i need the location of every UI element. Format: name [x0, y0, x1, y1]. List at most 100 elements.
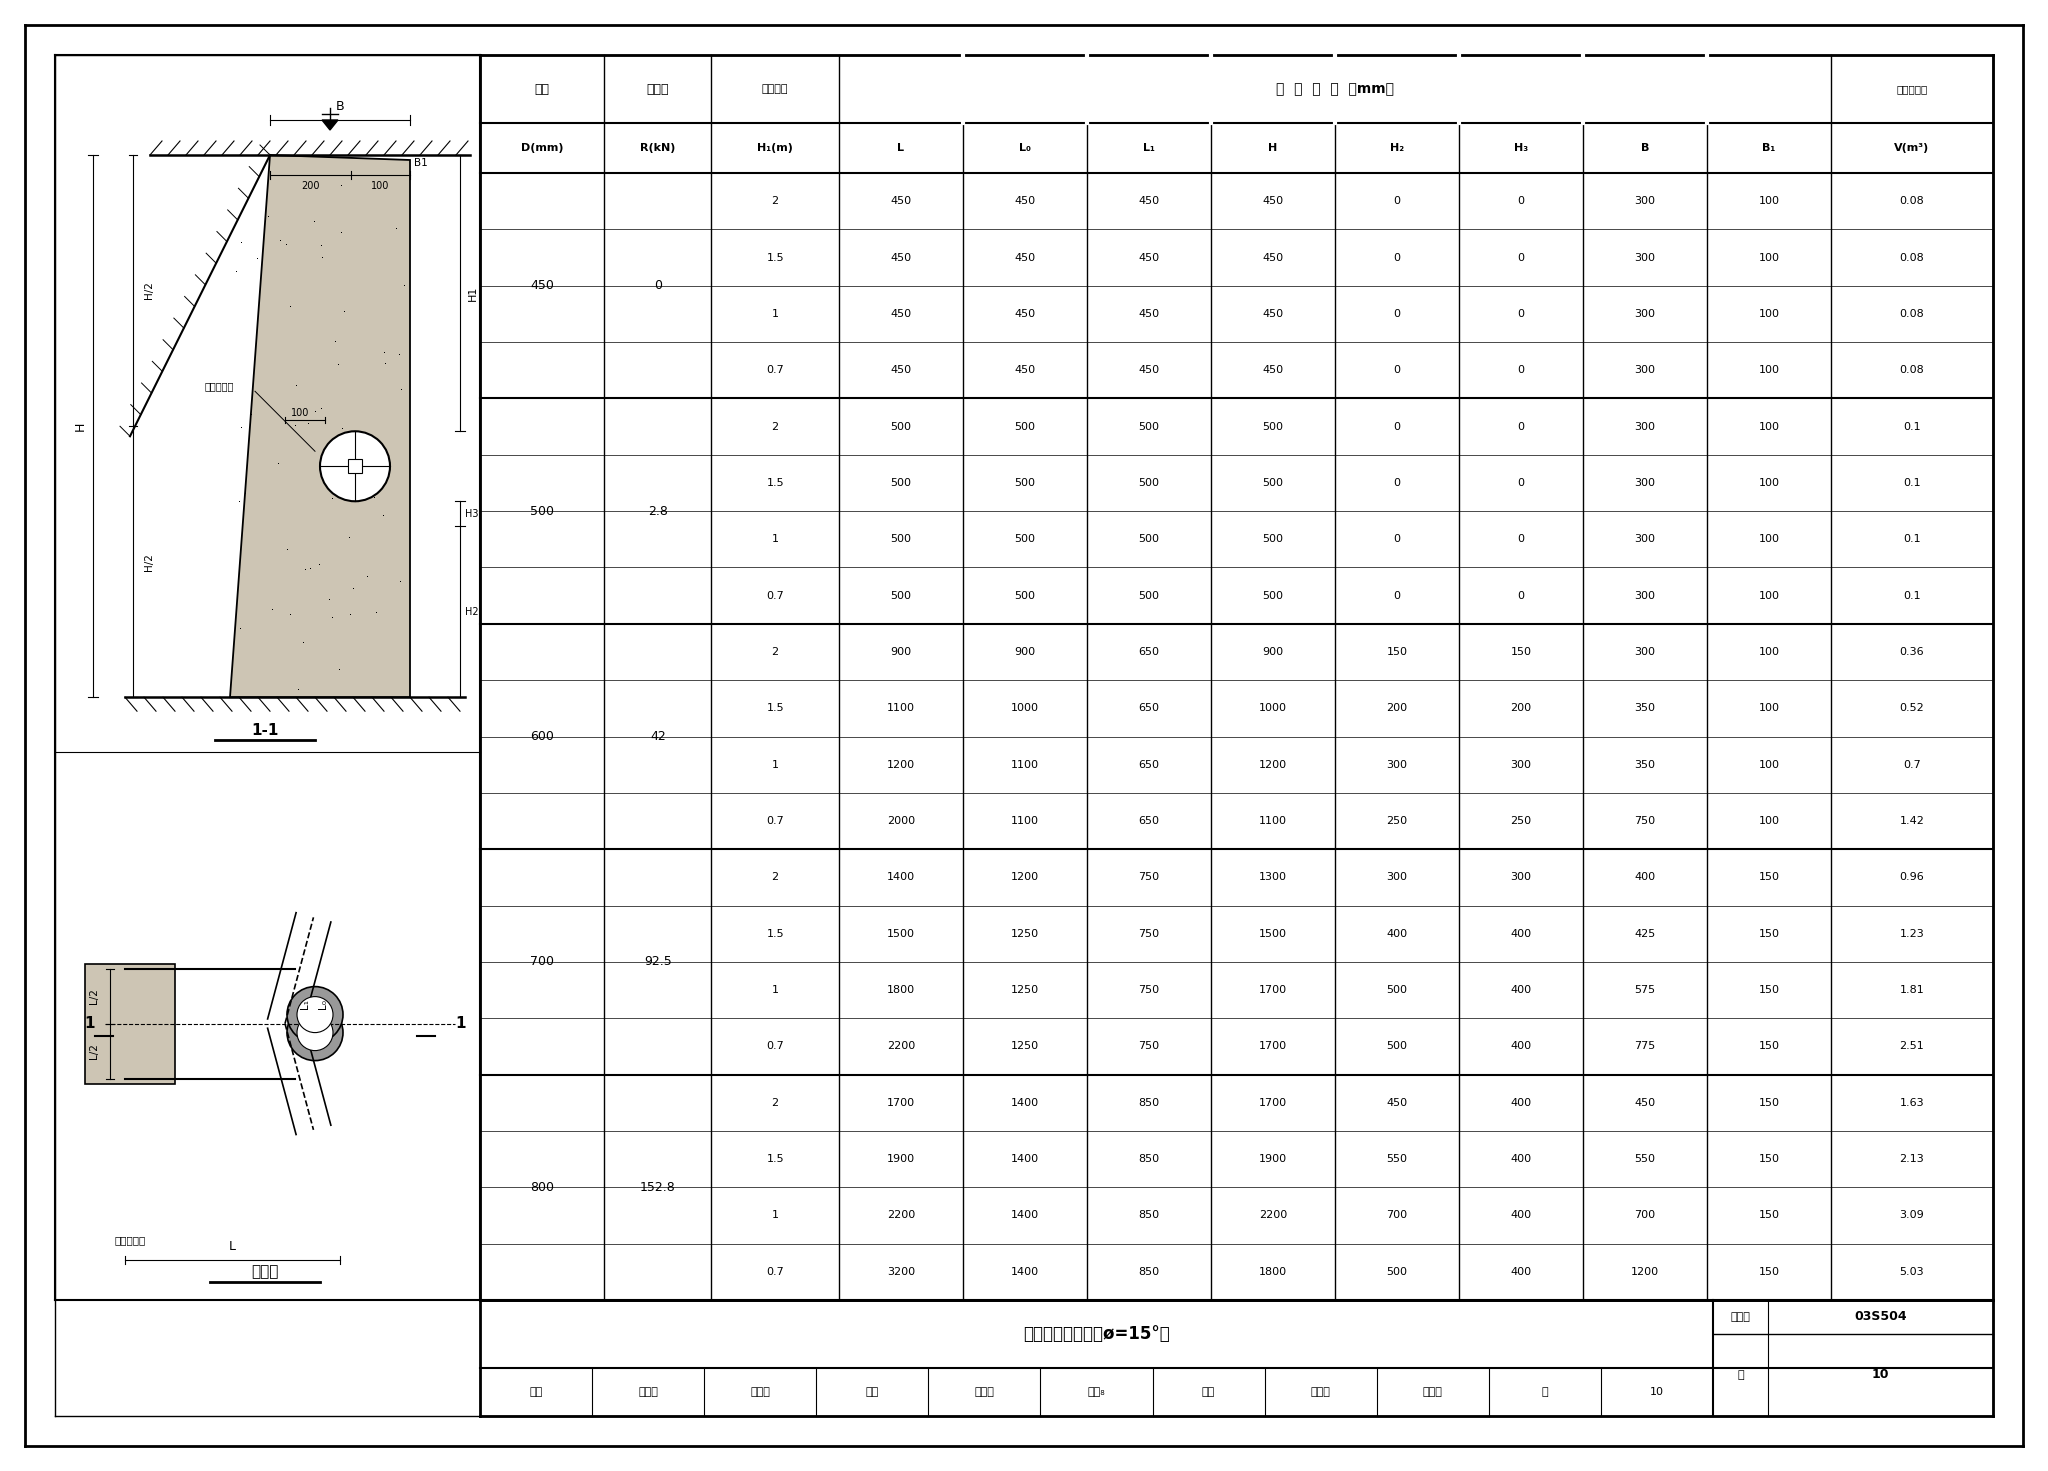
Text: 0.7: 0.7	[766, 816, 784, 827]
Text: 管顶覆土: 管顶覆土	[762, 84, 788, 94]
Text: 1200: 1200	[1630, 1267, 1659, 1277]
Text: 1100: 1100	[1012, 816, 1038, 827]
Text: L/2: L/2	[88, 1043, 98, 1059]
Text: 500: 500	[530, 505, 555, 518]
Text: 500: 500	[1262, 478, 1284, 488]
Text: 450: 450	[1386, 1097, 1407, 1108]
Text: 0: 0	[1518, 534, 1524, 544]
Text: 1400: 1400	[1012, 1267, 1038, 1277]
Text: 0: 0	[1393, 591, 1401, 600]
Text: 支  墩  尺  寸  （mm）: 支 墩 尺 寸 （mm）	[1276, 82, 1395, 96]
Text: 400: 400	[1509, 1041, 1532, 1052]
Text: 1200: 1200	[1012, 872, 1038, 883]
Text: 刘永鹏: 刘永鹏	[975, 1387, 995, 1397]
Text: 0.7: 0.7	[766, 365, 784, 375]
Text: 2.8: 2.8	[647, 505, 668, 518]
Text: 郭彩霞: 郭彩霞	[750, 1387, 770, 1397]
Text: 900: 900	[1014, 647, 1036, 658]
Text: 150: 150	[1386, 647, 1407, 658]
Text: 450: 450	[1139, 365, 1159, 375]
Text: 1000: 1000	[1012, 703, 1038, 713]
Text: 450: 450	[1139, 196, 1159, 206]
Text: 350: 350	[1634, 759, 1655, 769]
Text: 0: 0	[1518, 309, 1524, 319]
Text: 1: 1	[455, 1016, 465, 1031]
Text: 1800: 1800	[887, 986, 915, 994]
Text: 450: 450	[1262, 196, 1284, 206]
Text: 100: 100	[1759, 309, 1780, 319]
Text: 500: 500	[891, 534, 911, 544]
Text: 750: 750	[1139, 1041, 1159, 1052]
Text: 850: 850	[1139, 1097, 1159, 1108]
Text: 500: 500	[1139, 422, 1159, 431]
Text: 100: 100	[1759, 478, 1780, 488]
Text: 0: 0	[1393, 365, 1401, 375]
Text: 200: 200	[1386, 703, 1407, 713]
Text: 0.7: 0.7	[766, 1267, 784, 1277]
Text: 0: 0	[1518, 478, 1524, 488]
Text: 500: 500	[891, 422, 911, 431]
Circle shape	[319, 431, 389, 502]
Text: 650: 650	[1139, 647, 1159, 658]
Text: 1250: 1250	[1012, 1041, 1038, 1052]
Text: 650: 650	[1139, 703, 1159, 713]
Text: 10: 10	[1651, 1387, 1663, 1397]
Text: 1.5: 1.5	[766, 1155, 784, 1164]
Text: 1900: 1900	[887, 1155, 915, 1164]
Text: 400: 400	[1634, 872, 1655, 883]
Circle shape	[297, 1015, 334, 1050]
Text: 250: 250	[1509, 816, 1532, 827]
Text: 300: 300	[1634, 422, 1655, 431]
Text: 3200: 3200	[887, 1267, 915, 1277]
Text: 2200: 2200	[1260, 1211, 1286, 1221]
Text: 500: 500	[1386, 1267, 1407, 1277]
Text: 1.81: 1.81	[1901, 986, 1925, 994]
Text: 1.5: 1.5	[766, 703, 784, 713]
Text: 1.5: 1.5	[766, 478, 784, 488]
Text: 平面图: 平面图	[252, 1265, 279, 1280]
Circle shape	[297, 996, 334, 1033]
Text: 350: 350	[1634, 703, 1655, 713]
Circle shape	[287, 987, 342, 1043]
Text: 500: 500	[1014, 422, 1036, 431]
Text: 1400: 1400	[1012, 1097, 1038, 1108]
Text: 500: 500	[1014, 478, 1036, 488]
Text: 450: 450	[891, 253, 911, 262]
Text: 450: 450	[1014, 253, 1036, 262]
Text: 450: 450	[1262, 253, 1284, 262]
Text: 1: 1	[772, 534, 778, 544]
Bar	[348, 459, 362, 474]
Text: 1700: 1700	[1260, 1041, 1286, 1052]
Text: 0: 0	[1393, 309, 1401, 319]
Text: D(mm): D(mm)	[520, 143, 563, 153]
Text: 100: 100	[1759, 647, 1780, 658]
Text: 0: 0	[1393, 196, 1401, 206]
Text: 0.52: 0.52	[1901, 703, 1925, 713]
Text: 900: 900	[891, 647, 911, 658]
Text: 100: 100	[371, 181, 389, 191]
Text: L₀: L₀	[1018, 143, 1030, 153]
Text: 贾旭霞: 贾旭霞	[639, 1387, 657, 1397]
Text: 300: 300	[1634, 647, 1655, 658]
Text: 图集号: 图集号	[1731, 1312, 1751, 1322]
Text: 100: 100	[1759, 422, 1780, 431]
Text: 400: 400	[1509, 1097, 1532, 1108]
Text: H₃: H₃	[1513, 143, 1528, 153]
Text: 300: 300	[1511, 759, 1532, 769]
Text: H2: H2	[465, 606, 479, 616]
Text: 450: 450	[1014, 309, 1036, 319]
Text: 300: 300	[1634, 365, 1655, 375]
Text: 2: 2	[772, 872, 778, 883]
Text: 0.1: 0.1	[1903, 422, 1921, 431]
Text: L₁: L₁	[1143, 143, 1155, 153]
Text: 1400: 1400	[887, 872, 915, 883]
Text: 775: 775	[1634, 1041, 1655, 1052]
Text: 850: 850	[1139, 1211, 1159, 1221]
Text: 1: 1	[772, 759, 778, 769]
Text: 152.8: 152.8	[639, 1181, 676, 1194]
Text: 400: 400	[1509, 1267, 1532, 1277]
Text: B₁: B₁	[1763, 143, 1776, 153]
Text: 1300: 1300	[1260, 872, 1286, 883]
Text: 0.08: 0.08	[1901, 365, 1925, 375]
Text: 2.13: 2.13	[1901, 1155, 1925, 1164]
